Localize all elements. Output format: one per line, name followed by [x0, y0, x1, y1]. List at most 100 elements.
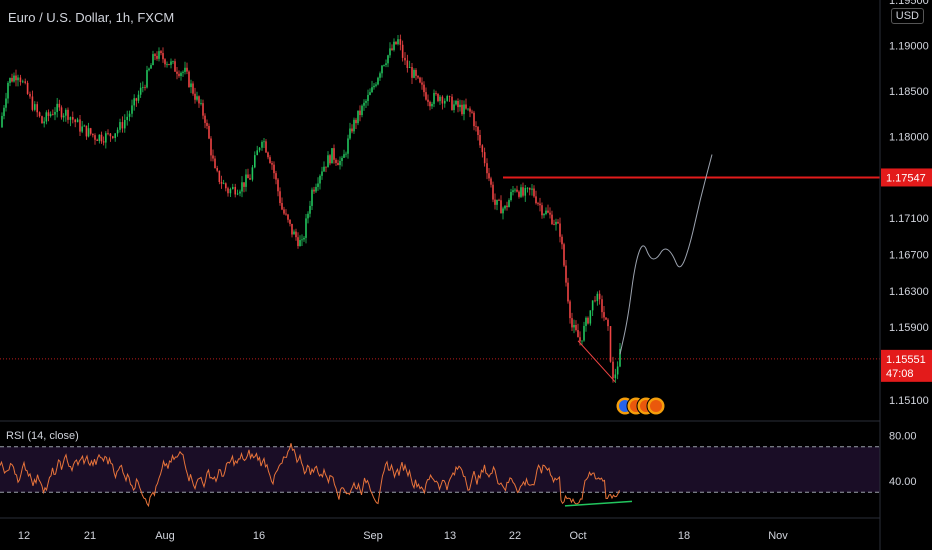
candle-body — [522, 187, 524, 196]
candle-body — [545, 210, 547, 215]
candle-body — [369, 92, 371, 95]
candle-body — [481, 145, 484, 153]
candle-body — [614, 374, 617, 379]
candle-body — [146, 70, 148, 88]
candle-body — [22, 81, 24, 83]
candle-body — [553, 224, 555, 225]
candle-body — [520, 187, 522, 197]
currency-badge[interactable]: USD — [890, 8, 924, 24]
candle-body — [126, 116, 128, 120]
candle-body — [425, 92, 427, 100]
candle-body — [208, 125, 210, 139]
candle-body — [170, 61, 172, 65]
price-tick-label: 1.16300 — [889, 286, 929, 298]
candle-body — [567, 282, 569, 302]
candle-body — [607, 319, 609, 327]
candle-body — [557, 221, 559, 224]
candle-body — [180, 72, 182, 76]
candle-body — [283, 209, 285, 214]
candle-body — [311, 189, 313, 206]
candle-body — [79, 119, 81, 132]
candle-body — [137, 94, 140, 101]
time-tick-label: Aug — [155, 530, 175, 542]
candle-body — [371, 87, 373, 93]
candle-body — [387, 55, 389, 64]
candle-body — [277, 179, 279, 192]
candle-body — [467, 108, 469, 110]
candle-body — [502, 208, 504, 214]
time-tick-label: 13 — [444, 530, 456, 542]
candle-body — [45, 112, 48, 122]
candle-body — [87, 128, 90, 137]
time-tick-label: 22 — [509, 530, 521, 542]
time-tick-label: 16 — [253, 530, 265, 542]
candle-body — [34, 104, 36, 110]
event-icon-inner — [650, 400, 662, 412]
candle-body — [547, 210, 549, 213]
candle-body — [29, 93, 31, 97]
candle-body — [591, 300, 594, 311]
candle-body — [234, 186, 236, 195]
current-price-tag — [881, 349, 932, 382]
candle-body — [333, 148, 335, 160]
price-tick-label: 1.19000 — [889, 40, 929, 52]
candle-body — [85, 125, 88, 137]
candle-body — [404, 57, 406, 61]
candle-body — [309, 205, 311, 214]
candle-body — [596, 293, 599, 302]
candle-body — [258, 147, 261, 151]
candle-body — [437, 93, 439, 102]
candle-body — [537, 203, 539, 204]
candle-body — [142, 87, 144, 88]
candle-body — [216, 168, 218, 171]
candle-body — [100, 134, 103, 142]
candle-body — [498, 199, 500, 201]
candle-body — [524, 188, 527, 196]
candle-body — [543, 214, 545, 216]
candle-body — [393, 41, 395, 50]
candle-body — [365, 100, 367, 103]
rsi-trendline — [564, 500, 633, 507]
candle-body — [267, 152, 269, 158]
candle-body — [24, 81, 26, 83]
candle-body — [182, 71, 184, 73]
candle-body — [188, 71, 190, 88]
candle-body — [7, 82, 9, 99]
candle-body — [377, 77, 379, 85]
candle-body — [510, 191, 512, 201]
candle-body — [389, 48, 391, 56]
candle-body — [337, 162, 339, 166]
candle-body — [102, 141, 105, 143]
candle-body — [315, 186, 317, 192]
candle-body — [94, 135, 96, 140]
time-tick-label: 18 — [678, 530, 690, 542]
candle-body — [124, 119, 126, 129]
resistance-price-label: 1.17547 — [886, 172, 926, 184]
candle-body — [305, 218, 307, 238]
candle-body — [531, 188, 533, 190]
candle-body — [271, 163, 273, 165]
candle-body — [265, 141, 267, 153]
candle-body — [301, 239, 303, 241]
candle-body — [96, 139, 98, 141]
candle-body — [455, 100, 457, 105]
candle-body — [62, 115, 65, 118]
candle-body — [516, 189, 518, 192]
candle-body — [367, 94, 369, 101]
rsi-line — [0, 443, 620, 508]
candle-body — [559, 223, 561, 237]
candle-body — [541, 205, 543, 216]
candle-body — [448, 96, 451, 97]
time-tick-label: Nov — [768, 530, 788, 542]
candle-body — [539, 203, 541, 206]
candle-body — [313, 189, 315, 192]
candle-body — [144, 87, 146, 88]
candle-body — [168, 64, 170, 65]
candle-body — [508, 200, 510, 208]
candle-body — [413, 69, 415, 78]
candle-body — [1, 115, 3, 128]
candle-body — [563, 244, 565, 266]
candle-body — [504, 205, 506, 209]
